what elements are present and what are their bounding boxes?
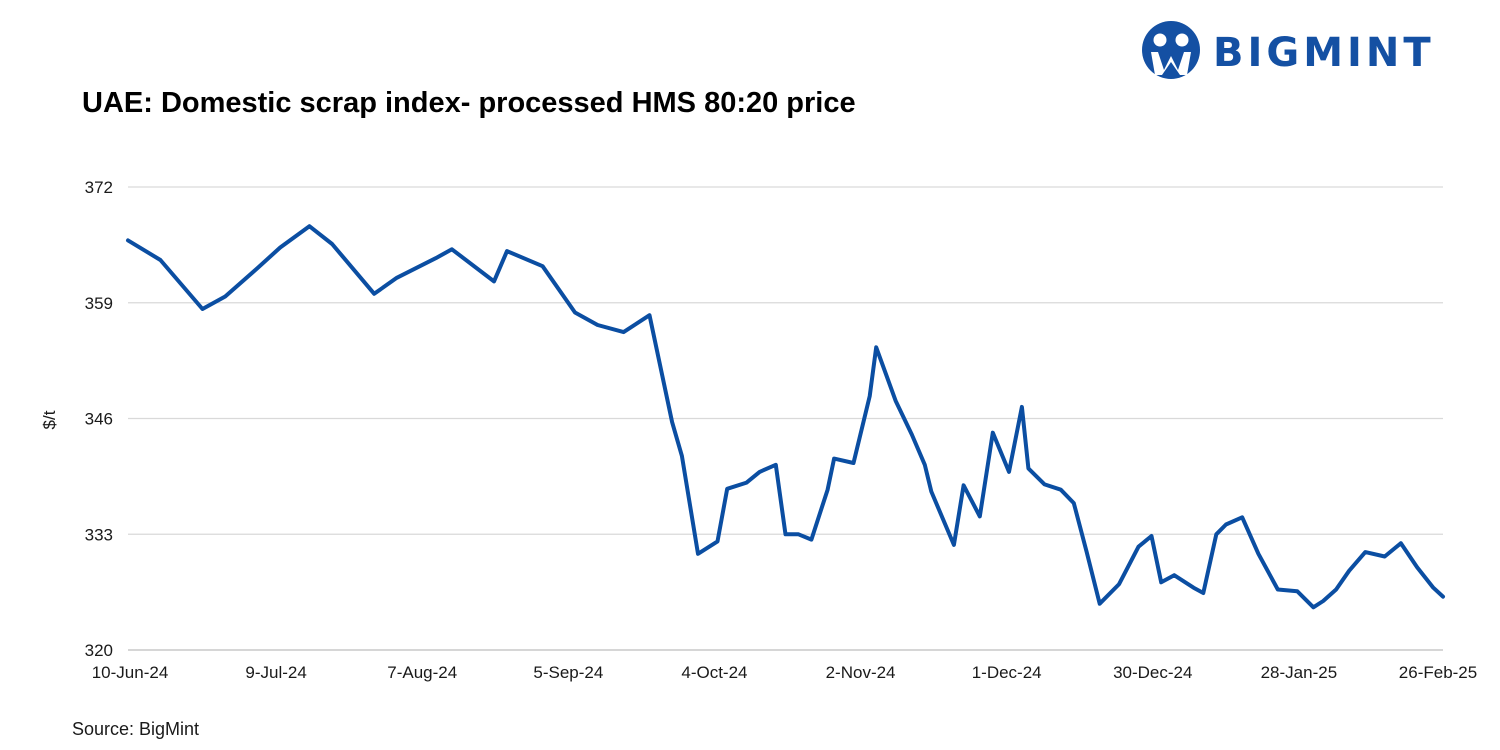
series-layer bbox=[126, 224, 1445, 610]
y-axis-ticks: 320 333 346 359 372 bbox=[85, 178, 113, 660]
chart-title: UAE: Domestic scrap index- processed HMS… bbox=[82, 87, 856, 119]
y-tick-label: 359 bbox=[85, 294, 113, 313]
x-tick-label: 28-Jan-25 bbox=[1261, 663, 1338, 682]
source-note: Source: BigMint bbox=[72, 719, 199, 739]
gridlines bbox=[128, 186, 1443, 651]
x-tick-label: 4-Oct-24 bbox=[681, 663, 747, 682]
x-tick-label: 2-Nov-24 bbox=[826, 663, 896, 682]
y-tick-label: 320 bbox=[85, 641, 113, 660]
x-tick-label: 9-Jul-24 bbox=[245, 663, 306, 682]
y-tick-label: 333 bbox=[85, 525, 113, 544]
bigmint-logo: BIGMINT bbox=[1142, 21, 1435, 79]
y-tick-label: 346 bbox=[85, 410, 113, 429]
x-tick-label: 30-Dec-24 bbox=[1113, 663, 1192, 682]
x-tick-label: 10-Jun-24 bbox=[92, 663, 169, 682]
y-tick-label: 372 bbox=[85, 178, 113, 197]
x-tick-label: 1-Dec-24 bbox=[972, 663, 1042, 682]
logo-emblem-icon bbox=[1142, 21, 1200, 79]
x-axis-ticks: 10-Jun-24 9-Jul-24 7-Aug-24 5-Sep-24 4-Oct-2… bbox=[92, 663, 1478, 682]
logo-text: BIGMINT bbox=[1213, 30, 1435, 76]
x-tick-label: 5-Sep-24 bbox=[533, 663, 603, 682]
y-axis-label: $/t bbox=[40, 410, 59, 429]
series-line bbox=[126, 224, 1445, 610]
x-tick-label: 7-Aug-24 bbox=[387, 663, 457, 682]
x-tick-label: 26-Feb-25 bbox=[1399, 663, 1477, 682]
